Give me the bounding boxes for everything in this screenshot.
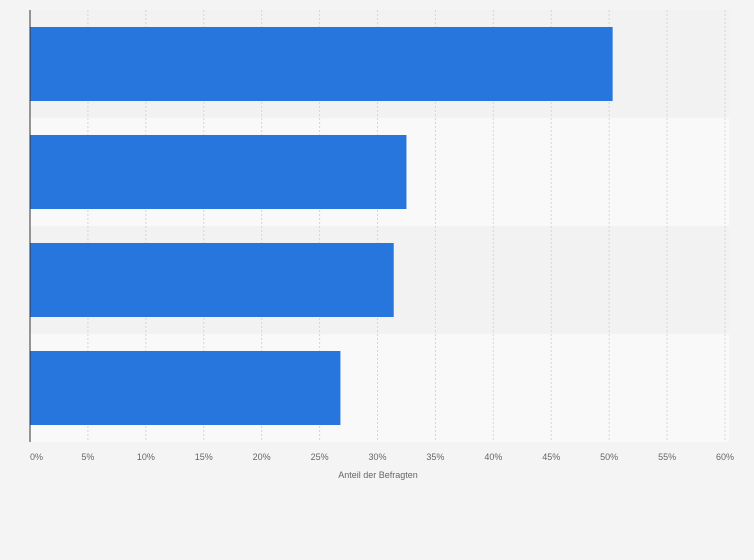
bar [30, 135, 407, 209]
x-tick-label: 45% [542, 452, 560, 462]
x-tick-label: 25% [311, 452, 329, 462]
x-tick-label: 50% [600, 452, 618, 462]
bar [30, 351, 341, 425]
x-tick-label: 20% [253, 452, 271, 462]
x-tick-label: 60% [716, 452, 734, 462]
x-tick-label: 55% [658, 452, 676, 462]
x-tick-label: 40% [484, 452, 502, 462]
x-axis-title: Anteil der Befragten [338, 470, 418, 480]
x-axis-ticks: 0% 5% 10% 15% 20% 25% 30% 35% 40% 45% 50% 55% 60% [30, 452, 734, 462]
bar [30, 243, 394, 317]
x-tick-label: 30% [368, 452, 386, 462]
x-tick-label: 5% [81, 452, 94, 462]
x-tick-label: 35% [426, 452, 444, 462]
x-tick-label: 15% [195, 452, 213, 462]
x-tick-label: 0% [30, 452, 43, 462]
bars [30, 27, 613, 425]
bar [30, 27, 613, 101]
x-tick-label: 10% [137, 452, 155, 462]
